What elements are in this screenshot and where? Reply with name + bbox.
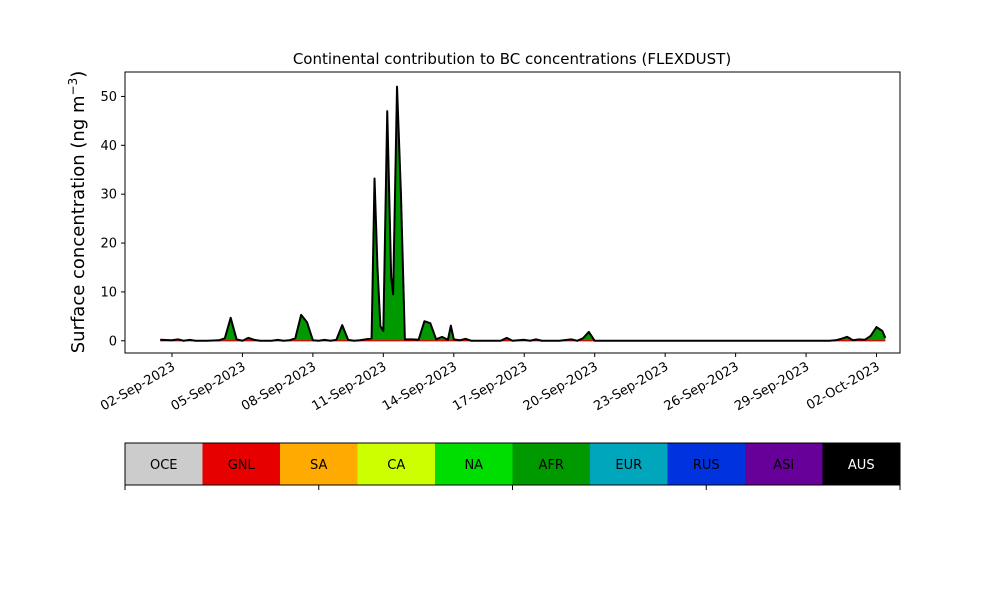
x-tick-label: 05-Sep-2023 (169, 359, 249, 414)
x-tick-label: 20-Sep-2023 (521, 359, 601, 414)
legend-swatch-asi (745, 443, 823, 485)
legend-label-sa: SA (310, 458, 327, 473)
series-line-total (160, 85, 887, 342)
legend-label-afr: AFR (539, 458, 564, 473)
x-tick-label: 02-Oct-2023 (804, 359, 882, 413)
x-tick-label: 23-Sep-2023 (591, 359, 671, 414)
y-tick-label: 0 (109, 334, 117, 349)
legend-swatch-afr (512, 443, 591, 485)
legend-swatch-sa (280, 443, 358, 485)
y-axis-label-close: ) (68, 71, 89, 78)
plot-frame (124, 71, 901, 354)
x-tick-label: 08-Sep-2023 (239, 359, 319, 414)
x-tick-label: 26-Sep-2023 (662, 359, 742, 414)
legend-label-oce: OCE (150, 458, 178, 473)
x-tick-label: 11-Sep-2023 (310, 359, 390, 414)
legend-label-aus: AUS (848, 458, 875, 473)
legend-label-na: NA (464, 458, 483, 473)
series-area-afr (160, 86, 886, 341)
legend-swatch-eur (590, 443, 668, 485)
chart-title: Continental contribution to BC concentra… (293, 50, 731, 68)
legend-label-ca: CA (387, 458, 405, 473)
legend-label-eur: EUR (615, 458, 642, 473)
x-tick-label: 29-Sep-2023 (732, 359, 812, 414)
legend-swatch-gnl (202, 443, 281, 485)
y-tick-label: 50 (100, 90, 117, 105)
legend-label-rus: RUS (693, 458, 720, 473)
y-tick-label: 20 (100, 237, 117, 252)
y-axis-label: Surface concentration (ng m−3) (66, 71, 89, 354)
legend-swatch-ca (357, 443, 436, 485)
y-axis-label-text: Surface concentration (ng m (68, 95, 89, 353)
y-axis-label-unit: −3 (66, 78, 80, 96)
x-tick-label: 17-Sep-2023 (450, 359, 530, 414)
y-tick-label: 10 (100, 285, 117, 300)
plot-area (124, 71, 901, 354)
x-tick-label: 14-Sep-2023 (380, 359, 460, 414)
x-tick-label: 02-Sep-2023 (98, 359, 178, 414)
legend-swatch-na (435, 443, 513, 485)
y-tick-label: 30 (100, 188, 117, 203)
legend-swatch-rus (667, 443, 746, 485)
legend: OCE GNL SA CA NA AFR EUR RUS ASI AUS (124, 442, 901, 490)
y-tick-label: 40 (100, 139, 117, 154)
legend-label-asi: ASI (773, 458, 794, 473)
legend-swatch-aus (822, 443, 901, 485)
legend-swatch-oce (125, 443, 203, 485)
legend-label-gnl: GNL (228, 458, 256, 473)
